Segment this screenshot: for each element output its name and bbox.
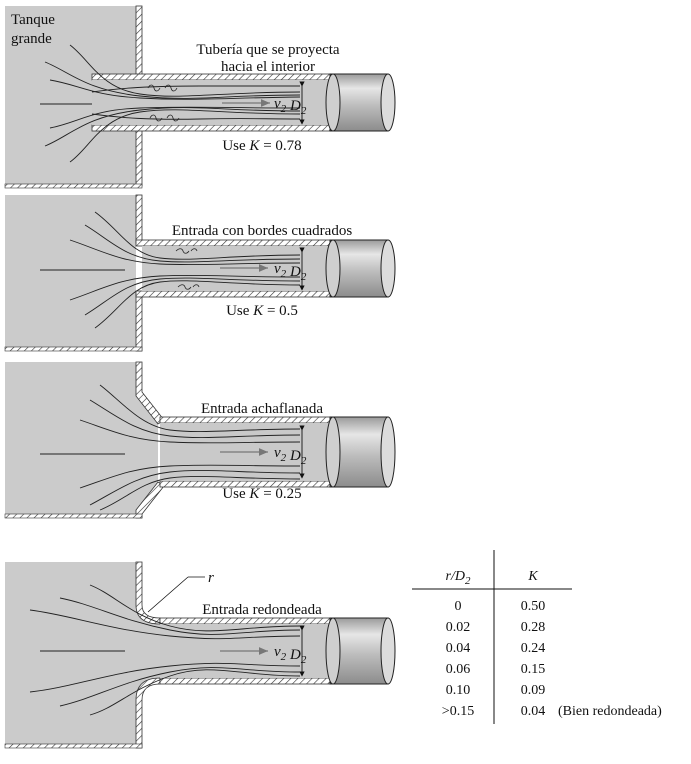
table-cell-r-d: 0.04 [446, 641, 471, 656]
velocity-label: v2 [274, 96, 287, 115]
tank-bottom [4, 743, 143, 749]
panel-chamfered: v2 D2 Entrada achaflanada Use K = 0.25 [4, 361, 396, 519]
k-value: Use K = 0.25 [222, 486, 301, 502]
velocity-label: v2 [274, 644, 287, 663]
pipe-start [325, 239, 341, 298]
panel-caption: Entrada con bordes cuadrados [172, 223, 353, 239]
tank-fill [5, 562, 136, 744]
pipe-end [380, 73, 396, 132]
tank-bottom [4, 346, 143, 352]
tank-wall [135, 677, 161, 749]
panel-caption: hacia el interior [221, 59, 315, 75]
tank-wall [135, 5, 143, 77]
table-header-k: K [527, 569, 538, 584]
pipe-end [380, 416, 396, 488]
table-cell-note: (Bien redondeada) [558, 704, 662, 719]
tank-wall [135, 194, 143, 244]
streamlines [29, 584, 301, 716]
panel-projecting: v2 D2 Tanque grande Tubería que se proye… [4, 5, 396, 189]
tank-fill [5, 195, 136, 348]
pipe-wall-top [159, 617, 341, 625]
table-cell-k: 0.28 [521, 620, 546, 635]
panel-square: v2 D2 Entrada con bordes cuadrados Use K… [4, 194, 396, 352]
tank-label-line1: Tanque [11, 12, 55, 28]
pipe-end [380, 239, 396, 298]
velocity-label: v2 [274, 261, 287, 280]
table-cell-r-d: 0 [455, 599, 462, 614]
streamlines [40, 211, 301, 329]
tank-wall [135, 561, 161, 625]
table-header-r-d: r/D2 [446, 569, 471, 587]
k-value: Use K = 0.5 [226, 303, 298, 319]
diameter-label: D2 [289, 98, 307, 117]
tank-label-line2: grande [11, 31, 52, 47]
panel-caption: Entrada achaflanada [201, 401, 323, 417]
pipe-wall-top [135, 239, 341, 247]
pipe-start [325, 416, 341, 488]
tank-fill [5, 362, 136, 514]
velocity-label: v2 [274, 445, 287, 464]
panel-rounded: r v2 D2 Entrada redondeada [4, 561, 396, 749]
panel-caption: Entrada redondeada [202, 602, 322, 618]
diameter-label: D2 [289, 647, 307, 666]
pipe-interior [92, 80, 340, 125]
fillet-fill [136, 605, 160, 700]
pipe-wall-top [159, 416, 341, 424]
pipe-wall-bottom [91, 124, 341, 132]
eddies [147, 84, 180, 122]
table-cell-r-d: 0.02 [446, 620, 471, 635]
pipe-start [325, 73, 341, 132]
tank-bottom [4, 513, 143, 519]
table-cell-k: 0.04 [521, 704, 546, 719]
pipe-start [325, 617, 341, 685]
diameter-label: D2 [289, 264, 307, 283]
eddies [175, 248, 200, 290]
r-d-table: r/D2 K 0 0.50 0.02 0.28 0.04 0.24 0.06 0… [412, 550, 662, 724]
table-cell-k: 0.50 [521, 599, 546, 614]
tank-wall [135, 292, 143, 352]
radius-label: r [208, 570, 214, 586]
table-cell-r-d: >0.15 [442, 704, 474, 719]
pipe-end [380, 617, 396, 685]
table-cell-k: 0.24 [521, 641, 546, 656]
pipe-wall-bottom [159, 677, 341, 685]
streamlines [40, 44, 301, 163]
panel-caption: Tubería que se proyecta [196, 42, 339, 58]
tank-wall [135, 129, 143, 187]
table-cell-r-d: 0.06 [446, 662, 471, 677]
k-value: Use K = 0.78 [222, 138, 301, 154]
diameter-label: D2 [289, 448, 307, 467]
streamlines [40, 384, 301, 511]
table-cell-k: 0.09 [521, 683, 546, 698]
pipe-wall-bottom [135, 290, 341, 298]
table-cell-k: 0.15 [521, 662, 546, 677]
radius-leader [147, 576, 189, 613]
table-cell-r-d: 0.10 [446, 683, 471, 698]
tank-bottom [4, 183, 143, 189]
chamfer-fill [136, 392, 158, 510]
